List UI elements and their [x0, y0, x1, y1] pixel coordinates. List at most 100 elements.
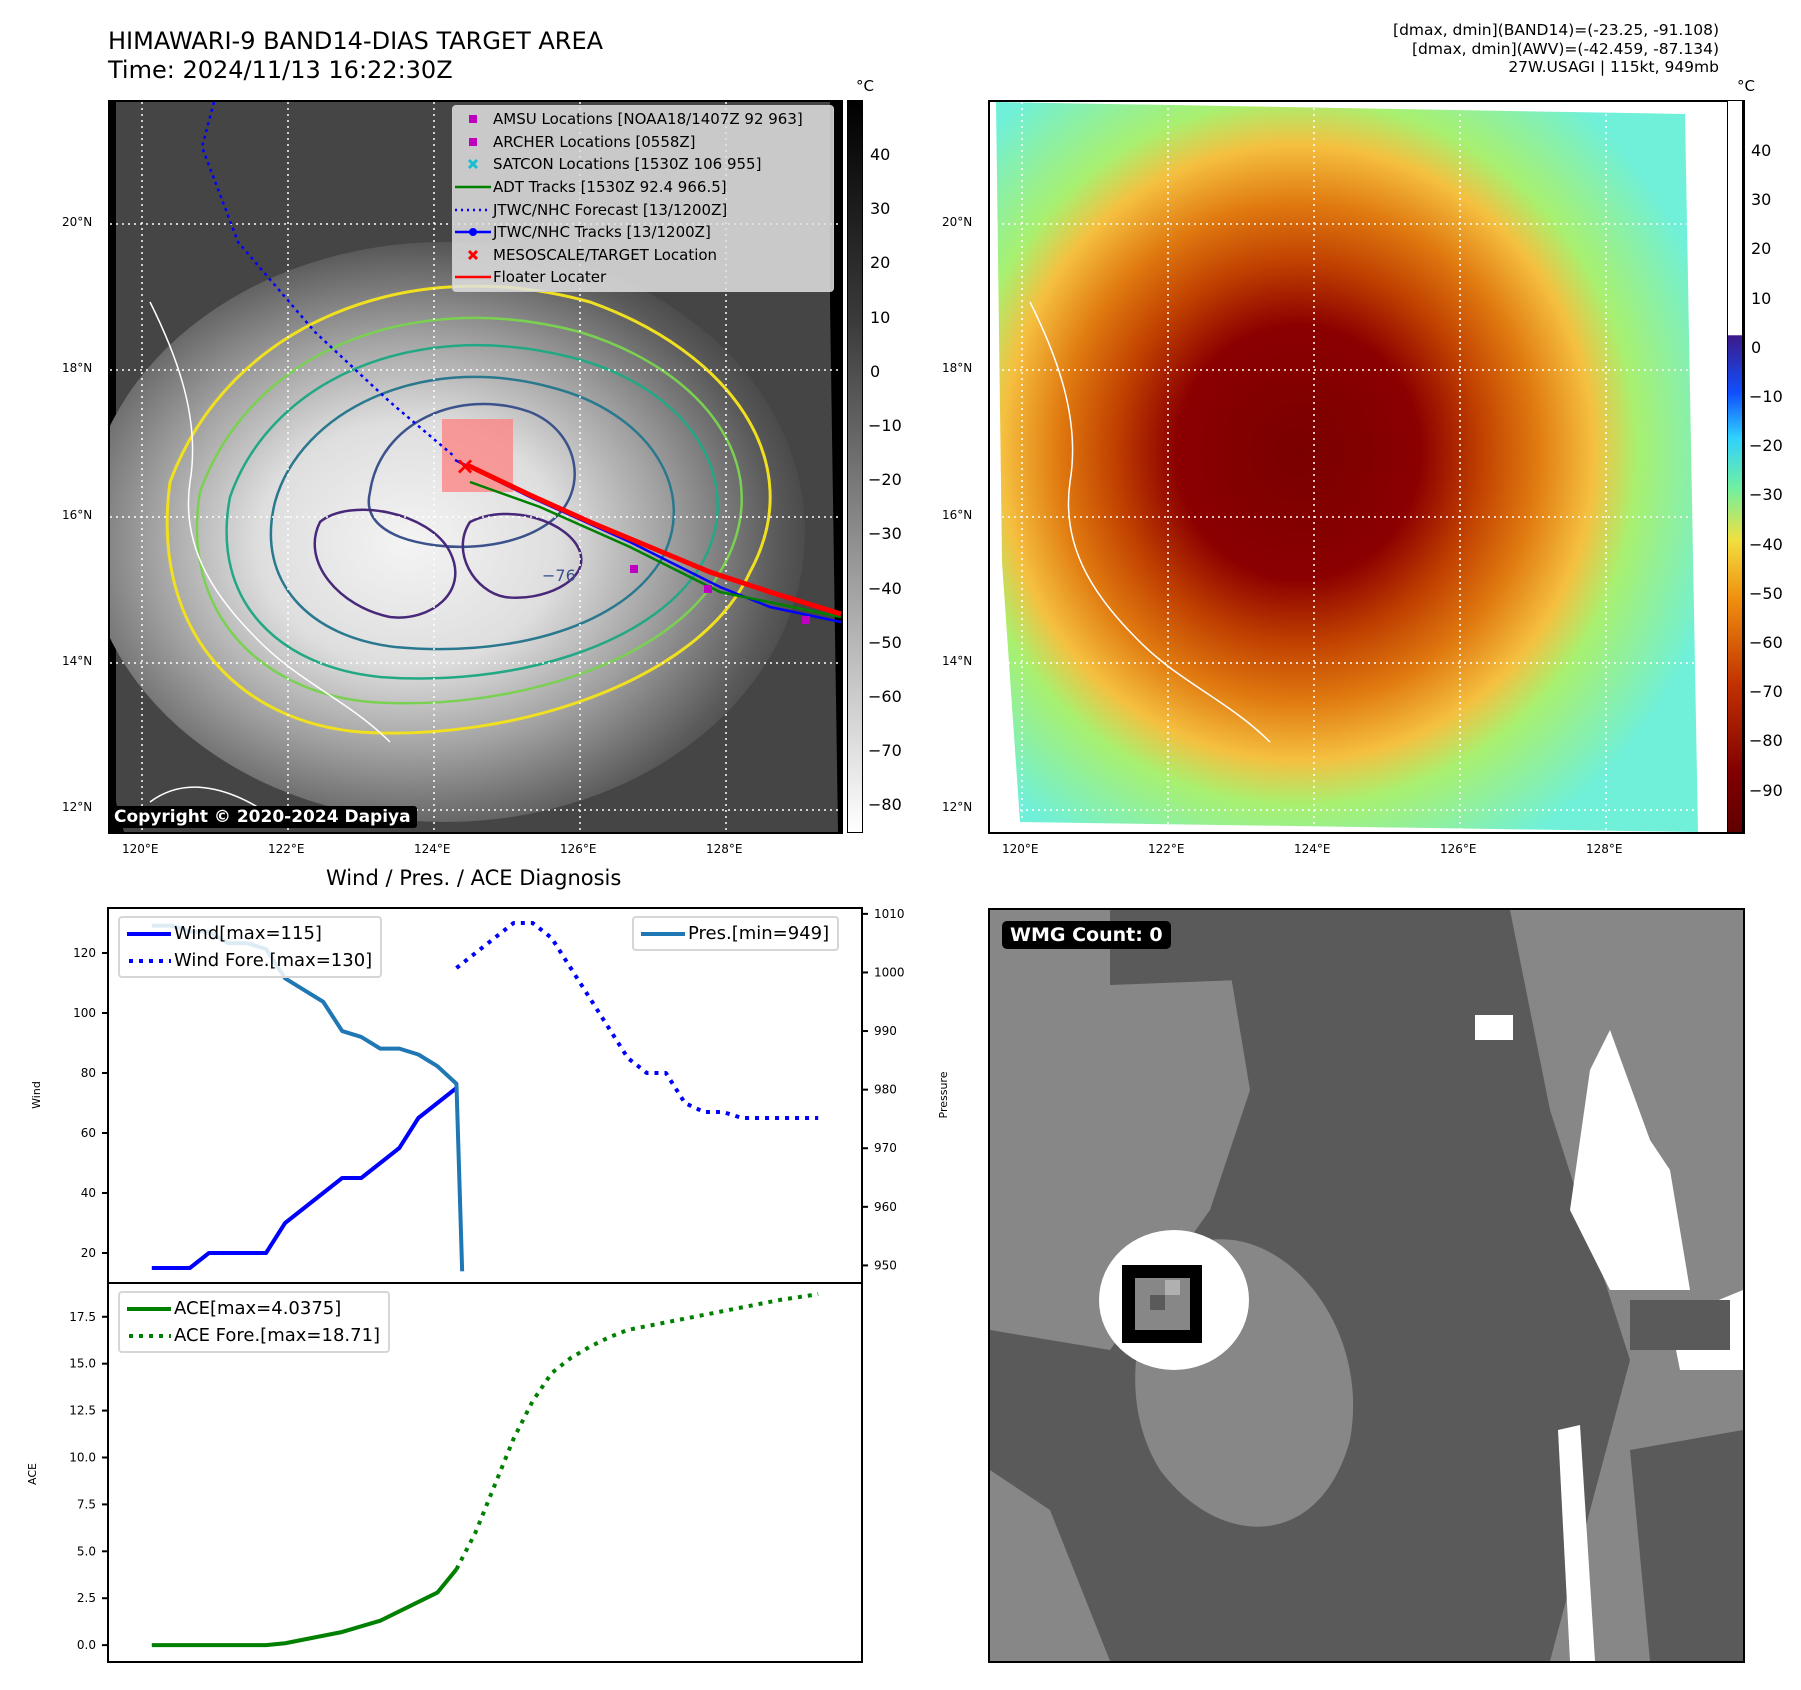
cloud-shield	[110, 242, 805, 822]
colorbar-tick-label: 30	[1751, 190, 1772, 210]
lon-tick-label: 126°E	[560, 842, 597, 856]
ace-y-tick-label: 17.5	[69, 1310, 96, 1324]
wmg-canvas	[990, 910, 1743, 1661]
lon-tick-label: 120°E	[122, 842, 159, 856]
archer-marker	[802, 616, 810, 624]
ace-legend-label: ACE[max=4.0375]	[174, 1298, 342, 1319]
colorbar-tick-label: −50	[868, 632, 902, 652]
colorbar-tick-label: 10	[1751, 288, 1772, 308]
ace-y-tick-label: 2.5	[77, 1591, 96, 1605]
diagnosis-charts: 20 40 60 80 100 120 950 960 970 980 990 1000 1010 Win…	[26, 907, 950, 1663]
wind-legend-line-icon	[124, 931, 174, 937]
wmg-region	[1570, 1030, 1690, 1290]
colorbar-tick-label: −70	[868, 741, 902, 761]
colorbar-tick-label: −20	[868, 470, 902, 490]
colorbar-tick-label: −10	[1749, 387, 1783, 406]
pres-legend-line-icon	[638, 931, 688, 937]
info-band14: [dmax, dmin](BAND14)=(-23.25, -91.108)	[1393, 21, 1719, 39]
archer-marker	[704, 585, 712, 593]
ace-legend: ACE[max=4.0375] ACE Fore.[max=18.71]	[118, 1291, 391, 1353]
colorbar-tick-label: 0	[870, 361, 881, 381]
legend-label: ADT Tracks [1530Z 92.4 966.5]	[493, 178, 727, 197]
colorbar-tick-label: 20	[1751, 239, 1772, 259]
info-storm: 27W.USAGI | 115kt, 949mb	[1508, 58, 1719, 76]
wind-y-tick-label: 60	[81, 1126, 96, 1140]
pres-y-tick-label: 980	[874, 1083, 897, 1097]
contour-lightgreen	[195, 316, 743, 705]
band14-map: × AMSU Locations [NOAA18/1407Z 92 963] AR…	[108, 100, 843, 834]
lat-tick-label: 16°N	[62, 508, 93, 522]
colorbar-left	[847, 100, 863, 833]
satellite-image-right	[996, 102, 1698, 832]
contour-yellow	[165, 284, 772, 735]
lat-tick-label: 14°N	[62, 654, 93, 668]
pres-y-tick-label: 1010	[874, 907, 905, 921]
wind-y-tick-label: 20	[81, 1246, 96, 1260]
awv-map	[988, 100, 1745, 834]
ace-y-tick-label: 10.0	[69, 1450, 96, 1464]
colorbar-tick-label: 0	[1751, 337, 1762, 357]
wind-fore-legend-label: Wind Fore.[max=130]	[174, 950, 373, 971]
colorbar-tick-label: −30	[868, 524, 902, 544]
pres-y-tick-label: 960	[874, 1200, 897, 1214]
colorbar-unit-left: °C	[856, 77, 874, 95]
legend-item: SATCON Locations [1530Z 106 955]	[453, 153, 833, 176]
colorbar-tick-label: −60	[868, 687, 902, 706]
wind-fore-legend-dotted-icon	[124, 958, 174, 964]
map-gridlines-right	[990, 102, 1743, 832]
lat-tick-label: 20°N	[942, 215, 973, 229]
legend-item: JTWC/NHC Tracks [13/1200Z]	[453, 221, 833, 244]
legend-label: SATCON Locations [1530Z 106 955]	[493, 155, 762, 174]
map-legend: AMSU Locations [NOAA18/1407Z 92 963] ARCH…	[452, 105, 834, 292]
contour-blue-teal	[269, 375, 676, 651]
colorbar-tick-label: −60	[1749, 633, 1783, 652]
colorbar-tick-label: −30	[1749, 485, 1783, 505]
lat-tick-label: 14°N	[942, 654, 973, 668]
colorbar-tick-label: −80	[868, 795, 902, 815]
wind-y-tick-label: 80	[81, 1066, 96, 1080]
wind-legend-label: Wind[max=115]	[174, 923, 322, 944]
colorbar-right	[1727, 100, 1743, 833]
colorbar-tick-label: −90	[1749, 780, 1783, 800]
ace-y-tick-label: 12.5	[69, 1404, 96, 1418]
wind-y-tick-label: 120	[73, 946, 96, 960]
lon-tick-label: 124°E	[1294, 842, 1331, 856]
legend-item: Floater Locater	[453, 266, 833, 289]
legend-label: AMSU Locations [NOAA18/1407Z 92 963]	[493, 110, 803, 129]
lat-tick-label: 20°N	[62, 215, 93, 229]
contour-purple-2	[461, 512, 583, 600]
pres-y-tick-label: 1000	[874, 965, 905, 979]
contour-navy	[367, 402, 576, 549]
lon-tick-label: 128°E	[706, 842, 743, 856]
amsu-marker	[630, 565, 638, 573]
ace-fore-legend-dotted-icon	[124, 1333, 174, 1339]
colorbar-tick-label: −20	[1749, 436, 1783, 456]
title-line-1: HIMAWARI-9 BAND14-DIAS TARGET AREA	[108, 27, 604, 55]
pres-y-tick-label: 970	[874, 1141, 897, 1155]
target-x-icon	[453, 249, 493, 261]
ace-fore-legend-label: ACE Fore.[max=18.71]	[174, 1325, 381, 1346]
lon-tick-label: 128°E	[1586, 842, 1623, 856]
lat-tick-label: 12°N	[62, 800, 93, 814]
wmg-region	[1475, 1015, 1513, 1040]
lon-tick-label: 124°E	[414, 842, 451, 856]
wmg-region	[1630, 1300, 1730, 1350]
legend-item: MESOSCALE/TARGET Location	[453, 244, 833, 267]
x-marker-icon	[453, 158, 493, 170]
colorbar-tick-label: 40	[870, 145, 891, 164]
ace-axes-frame	[107, 1282, 863, 1663]
wind-y-tick-label: 100	[73, 1006, 96, 1020]
colorbar-tick-label: 30	[870, 199, 891, 219]
wmg-eye-pixel	[1165, 1280, 1180, 1295]
ace-y-tick-label: 15.0	[69, 1357, 96, 1371]
line-icon	[453, 274, 493, 280]
storm-info: [dmax, dmin](BAND14)=(-23.25, -91.108) […	[1393, 21, 1719, 77]
legend-label: JTWC/NHC Forecast [13/1200Z]	[493, 200, 728, 219]
legend-label: MESOSCALE/TARGET Location	[493, 245, 718, 264]
ace-forecast-series-line	[454, 1292, 819, 1571]
copyright-label: Copyright © 2020-2024 Dapiya	[108, 806, 417, 828]
wmg-region	[990, 910, 1630, 1661]
colorbar-tick-label: −70	[1749, 682, 1783, 702]
pres-y-tick-label: 990	[874, 1024, 897, 1038]
dotted-line-icon	[453, 207, 493, 213]
